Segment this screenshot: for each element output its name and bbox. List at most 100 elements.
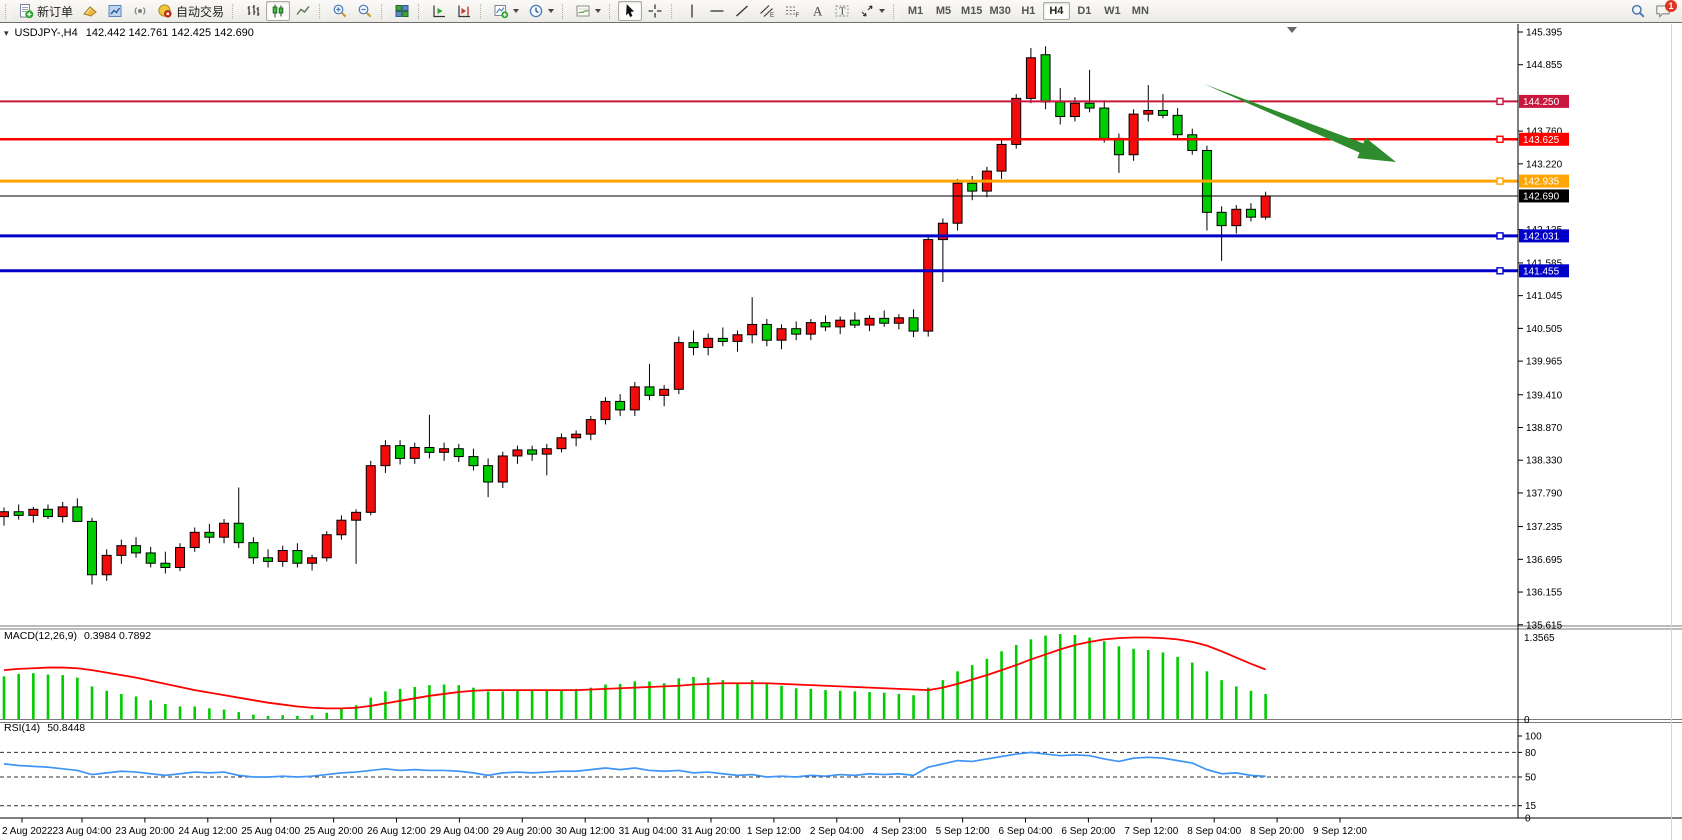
rsi-scale-tick: 50 bbox=[1525, 773, 1537, 784]
toolbar-grip[interactable] bbox=[319, 3, 325, 19]
price-tick: 139.410 bbox=[1526, 390, 1563, 401]
price-tick: 138.870 bbox=[1526, 423, 1563, 434]
timeframe-m5-button[interactable]: M5 bbox=[930, 2, 957, 20]
rsi-name: RSI(14) bbox=[4, 722, 41, 734]
price-level-label bbox=[1519, 189, 1569, 203]
timeframe-h4-button[interactable]: H4 bbox=[1042, 2, 1070, 20]
arrows-tool-button[interactable] bbox=[855, 1, 889, 21]
signals-button[interactable] bbox=[128, 1, 152, 21]
candle bbox=[937, 222, 948, 241]
candle bbox=[292, 550, 303, 564]
candle bbox=[1040, 54, 1051, 103]
time-tick: 8 Sep 04:00 bbox=[1187, 826, 1241, 837]
candle bbox=[659, 388, 670, 396]
timeframe-w1-button[interactable]: W1 bbox=[1099, 2, 1126, 20]
candle bbox=[1025, 57, 1036, 99]
price-tick: 143.220 bbox=[1526, 159, 1563, 170]
channel-tool-button[interactable]: E bbox=[755, 1, 779, 21]
search-button[interactable] bbox=[1626, 1, 1650, 21]
strategy-tester-button[interactable] bbox=[78, 1, 102, 21]
toolbar-grip[interactable] bbox=[5, 3, 10, 19]
chart-shift-button[interactable] bbox=[452, 1, 476, 21]
candle bbox=[277, 550, 288, 562]
candlestick-chart-button[interactable] bbox=[266, 1, 291, 21]
candle bbox=[644, 386, 655, 396]
timeframe-m1-button[interactable]: M1 bbox=[902, 2, 929, 20]
vertical-line-tool-button[interactable] bbox=[680, 1, 704, 21]
toolbar-grip[interactable] bbox=[893, 3, 899, 19]
timeframe-mn-button[interactable]: MN bbox=[1127, 2, 1154, 20]
price-level-label bbox=[1519, 264, 1569, 278]
new-order-button[interactable]: 新订单 bbox=[14, 1, 77, 21]
toolbar-grip[interactable] bbox=[418, 3, 424, 19]
text-tool-button[interactable]: A bbox=[805, 1, 829, 21]
horizontal-line-tool-button[interactable] bbox=[705, 1, 729, 21]
new-chart-button[interactable] bbox=[489, 1, 523, 21]
zoom-out-button[interactable] bbox=[353, 1, 377, 21]
svg-text:T: T bbox=[839, 7, 845, 18]
templates-button[interactable] bbox=[571, 1, 605, 21]
timeframe-h1-button[interactable]: H1 bbox=[1015, 2, 1042, 20]
text-label-tool-button[interactable]: T bbox=[830, 1, 854, 21]
toolbar: 新订单 自动交易 bbox=[0, 0, 1682, 23]
line-chart-button[interactable] bbox=[291, 1, 315, 21]
crosshair-tool-button[interactable] bbox=[643, 1, 667, 21]
level-handle[interactable] bbox=[1496, 177, 1504, 185]
candle bbox=[717, 337, 728, 342]
candle bbox=[160, 562, 171, 568]
autotrading-button[interactable]: 自动交易 bbox=[153, 1, 228, 21]
level-handle[interactable] bbox=[1496, 267, 1504, 275]
price-tick: 135.615 bbox=[1526, 620, 1563, 631]
timeframe-m15-button[interactable]: M15 bbox=[958, 2, 985, 20]
tile-windows-button[interactable] bbox=[390, 1, 414, 21]
candle bbox=[732, 334, 743, 342]
candle bbox=[57, 506, 68, 518]
price-level-label bbox=[1519, 174, 1569, 188]
time-tick: 6 Sep 20:00 bbox=[1061, 826, 1115, 837]
candlesticks-icon bbox=[272, 4, 284, 18]
cursor-tool-button[interactable] bbox=[618, 1, 643, 21]
cursor-icon bbox=[626, 4, 635, 18]
level-handle[interactable] bbox=[1496, 135, 1504, 143]
candle bbox=[703, 337, 714, 348]
toolbar-grip[interactable] bbox=[562, 3, 568, 19]
rsi-line bbox=[3, 751, 1266, 778]
timeframe-d1-button[interactable]: D1 bbox=[1071, 2, 1098, 20]
trendline-tool-button[interactable] bbox=[730, 1, 754, 21]
svg-text:142.935: 142.935 bbox=[1523, 177, 1560, 188]
trend-arrow-annotation[interactable] bbox=[1204, 84, 1396, 162]
level-handle[interactable] bbox=[1496, 232, 1504, 240]
candle bbox=[747, 323, 758, 336]
candle bbox=[0, 511, 9, 518]
candle bbox=[615, 400, 626, 411]
candle bbox=[233, 522, 244, 544]
time-tick: 8 Sep 20:00 bbox=[1250, 826, 1304, 837]
chart-shift-marker[interactable] bbox=[1287, 27, 1297, 33]
toolbar-grip[interactable] bbox=[381, 3, 387, 19]
zoom-in-button[interactable] bbox=[328, 1, 352, 21]
toolbar-grip[interactable] bbox=[232, 3, 238, 19]
candle bbox=[248, 542, 259, 559]
periods-button[interactable] bbox=[524, 1, 558, 21]
time-tick: 2 Aug 2022 bbox=[2, 826, 53, 837]
candle bbox=[1260, 195, 1271, 218]
candle bbox=[585, 419, 596, 435]
toolbar-grip[interactable] bbox=[480, 3, 486, 19]
bar-chart-button[interactable] bbox=[241, 1, 265, 21]
auto-scroll-button[interactable] bbox=[427, 1, 451, 21]
chat-button[interactable]: 1 bbox=[1654, 0, 1677, 20]
time-tick: 31 Aug 20:00 bbox=[682, 826, 741, 837]
symbol-dropdown-caret[interactable]: ▾ bbox=[4, 27, 9, 38]
price-tick: 144.855 bbox=[1526, 60, 1563, 71]
crosshair-icon bbox=[648, 4, 662, 18]
fibonacci-tool-button[interactable]: F bbox=[780, 1, 804, 21]
candle bbox=[131, 545, 142, 554]
level-handle[interactable] bbox=[1496, 97, 1504, 106]
toolbar-grip[interactable] bbox=[671, 3, 677, 19]
toolbar-grip[interactable] bbox=[609, 3, 615, 19]
price-level-label bbox=[1519, 132, 1569, 146]
timeframe-m30-button[interactable]: M30 bbox=[986, 2, 1013, 20]
candle bbox=[1084, 102, 1095, 109]
market-watch-button[interactable] bbox=[103, 1, 127, 21]
